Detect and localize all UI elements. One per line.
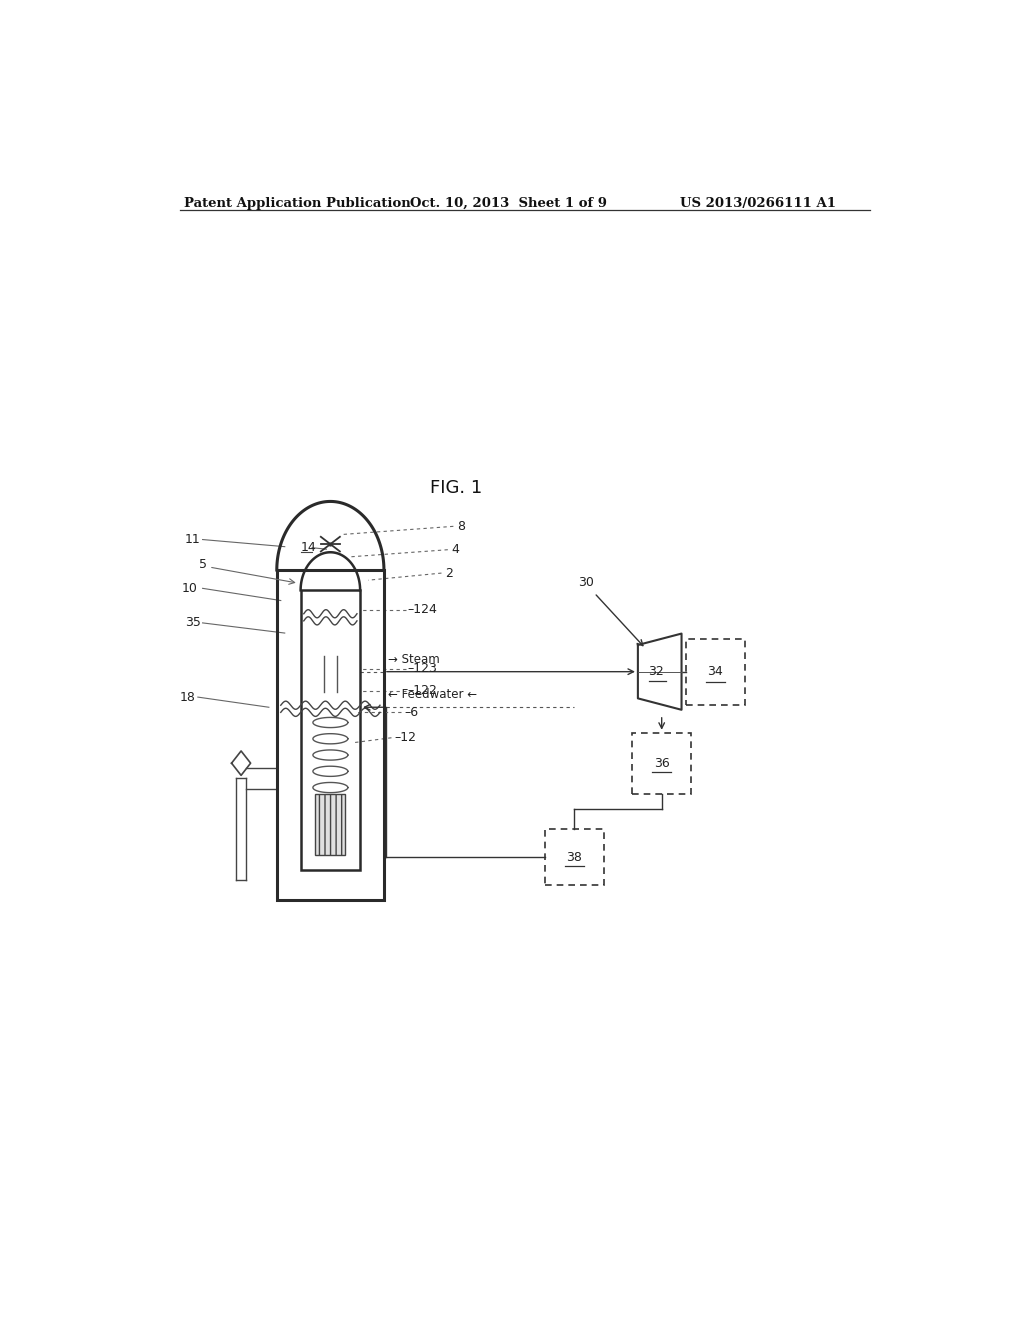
Text: US 2013/0266111 A1: US 2013/0266111 A1 xyxy=(680,197,836,210)
Text: 35: 35 xyxy=(185,616,201,630)
Text: FIG. 1: FIG. 1 xyxy=(430,479,482,496)
Text: 14: 14 xyxy=(301,541,316,554)
Text: Oct. 10, 2013  Sheet 1 of 9: Oct. 10, 2013 Sheet 1 of 9 xyxy=(410,197,607,210)
Text: –12: –12 xyxy=(394,731,417,744)
Text: 34: 34 xyxy=(708,665,723,678)
Text: 4: 4 xyxy=(452,544,460,556)
Text: –123: –123 xyxy=(408,663,437,675)
Text: 30: 30 xyxy=(579,577,594,589)
Bar xyxy=(632,733,691,793)
Text: 2: 2 xyxy=(445,566,454,579)
Text: 11: 11 xyxy=(185,533,201,546)
Text: 38: 38 xyxy=(566,850,583,863)
Text: → Steam: → Steam xyxy=(388,652,439,665)
Text: –122: –122 xyxy=(408,685,437,697)
Bar xyxy=(545,829,604,886)
Text: 36: 36 xyxy=(653,756,670,770)
Text: ← Feedwater ←: ← Feedwater ← xyxy=(388,688,477,701)
Text: 32: 32 xyxy=(648,665,664,678)
Bar xyxy=(685,639,745,705)
Text: 10: 10 xyxy=(182,582,198,595)
Text: –124: –124 xyxy=(408,603,437,616)
Text: Patent Application Publication: Patent Application Publication xyxy=(183,197,411,210)
Text: 18: 18 xyxy=(179,690,196,704)
Bar xyxy=(315,793,345,854)
Text: 8: 8 xyxy=(458,520,465,533)
Text: –6: –6 xyxy=(404,706,418,719)
Text: 5: 5 xyxy=(200,558,208,572)
